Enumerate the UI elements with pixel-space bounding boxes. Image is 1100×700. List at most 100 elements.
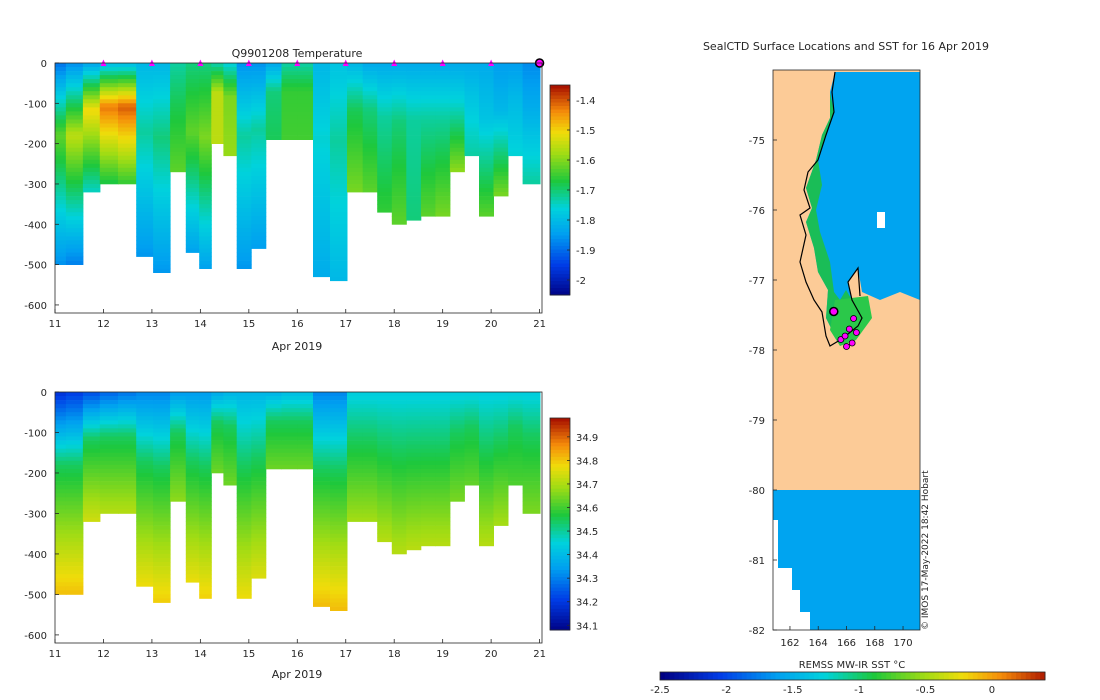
salinity-cell xyxy=(406,537,422,543)
temperature-cell xyxy=(99,87,119,92)
salinity-cell xyxy=(118,509,137,514)
temperature-cell xyxy=(522,143,541,148)
temperature-cell xyxy=(464,103,480,108)
salinity-cell xyxy=(330,497,348,502)
salinity-cell xyxy=(435,432,451,437)
salinity-cell xyxy=(251,444,267,449)
temperature-cell xyxy=(185,240,200,245)
salinity-cell xyxy=(493,412,509,417)
salinity-cell xyxy=(391,501,407,506)
temperature-cell xyxy=(118,151,137,157)
salinity-cell xyxy=(347,428,364,433)
salinity-cell xyxy=(65,396,84,401)
temperature-cell xyxy=(136,252,154,257)
temperature-cell xyxy=(493,95,509,100)
salinity-cell xyxy=(170,460,187,466)
salinity-cell xyxy=(251,416,267,421)
temperature-cell xyxy=(347,99,364,104)
salinity-cell xyxy=(313,452,331,458)
salinity-cell xyxy=(420,392,436,397)
temperature-cell xyxy=(522,63,541,68)
temperature-cell xyxy=(211,91,224,96)
salinity-cell xyxy=(435,408,451,413)
temperature-cell xyxy=(435,91,451,96)
salinity-cell xyxy=(362,400,378,405)
salinity-panel: 11 12 13 14 15 16 17 18 19 20 21 0-100-200-300-400… xyxy=(24,388,598,681)
temperature-cell xyxy=(391,212,407,217)
temperature-cell xyxy=(406,163,422,169)
salinity-cell xyxy=(435,392,451,397)
temperature-cell xyxy=(82,111,101,116)
salinity-cell xyxy=(313,493,331,498)
temperature-cell xyxy=(297,131,314,136)
salinity-cell xyxy=(493,468,509,474)
salinity-cell xyxy=(313,505,331,510)
temperature-cell xyxy=(82,123,101,128)
salinity-cell xyxy=(170,448,187,454)
temperature-cell xyxy=(136,244,154,249)
temperature-cell xyxy=(65,151,84,157)
salinity-cell xyxy=(251,424,267,429)
temperature-cell xyxy=(118,103,137,108)
temperature-cell xyxy=(265,67,282,72)
salinity-cell xyxy=(99,432,119,437)
temperature-cell xyxy=(377,184,393,189)
salinity-cell xyxy=(313,549,331,555)
salinity-cell xyxy=(118,485,137,490)
temperature-cell xyxy=(313,107,331,112)
temperature-cell xyxy=(406,107,422,112)
salinity-cell xyxy=(420,408,436,413)
sst-colorbar-swatch xyxy=(1016,672,1022,680)
salinity-cell xyxy=(223,392,238,397)
salinity-cell xyxy=(313,545,331,551)
salinity-cell xyxy=(185,578,200,583)
sst-colorbar-swatch xyxy=(929,672,935,680)
salinity-cell xyxy=(406,412,422,417)
temperature-cell xyxy=(522,67,541,72)
salinity-cell xyxy=(185,444,200,449)
salinity-cell xyxy=(199,408,212,413)
temperature-cell xyxy=(330,171,348,177)
salinity-cell xyxy=(265,396,282,401)
salinity-cell xyxy=(464,464,480,470)
colorbar-swatch xyxy=(550,127,570,131)
temperature-cell xyxy=(82,179,101,185)
salinity-cell xyxy=(55,424,67,429)
temperature-cell xyxy=(55,167,67,173)
colorbar-swatch xyxy=(550,137,570,142)
temperature-cell xyxy=(297,95,314,100)
salinity-cell xyxy=(251,501,267,506)
salinity-cell xyxy=(170,477,187,482)
temperature-cell xyxy=(153,224,171,229)
salinity-cell xyxy=(449,452,465,458)
temperature-cell xyxy=(211,119,224,124)
salinity-cell xyxy=(377,400,393,405)
temperature-cell xyxy=(377,83,393,88)
salinity-cell xyxy=(65,432,84,437)
salinity-cell xyxy=(236,408,252,413)
salinity-cell xyxy=(65,464,84,470)
salinity-cell xyxy=(55,513,67,518)
salinity-cell xyxy=(118,392,137,397)
salinity-cell xyxy=(211,396,224,401)
temperature-cell xyxy=(136,67,154,72)
temperature-cell xyxy=(82,119,101,124)
salinity-cell xyxy=(313,444,331,449)
temperature-cell xyxy=(55,147,67,153)
temperature-cell xyxy=(55,240,67,245)
temperature-cell xyxy=(313,143,331,148)
salinity-cell xyxy=(391,517,407,522)
temperature-cell xyxy=(65,212,84,217)
temperature-cell xyxy=(330,248,348,253)
temperature-cell xyxy=(449,163,465,169)
salinity-cell xyxy=(479,501,494,506)
temperature-cell xyxy=(118,175,137,181)
salinity-cell xyxy=(493,404,509,409)
salinity-cell xyxy=(435,436,451,441)
temperature-cell xyxy=(251,131,267,136)
temperature-cell xyxy=(493,119,509,124)
salinity-cell xyxy=(377,537,393,543)
salinity-cell xyxy=(493,436,509,441)
salinity-cell xyxy=(406,432,422,437)
salinity-cell xyxy=(99,493,119,498)
